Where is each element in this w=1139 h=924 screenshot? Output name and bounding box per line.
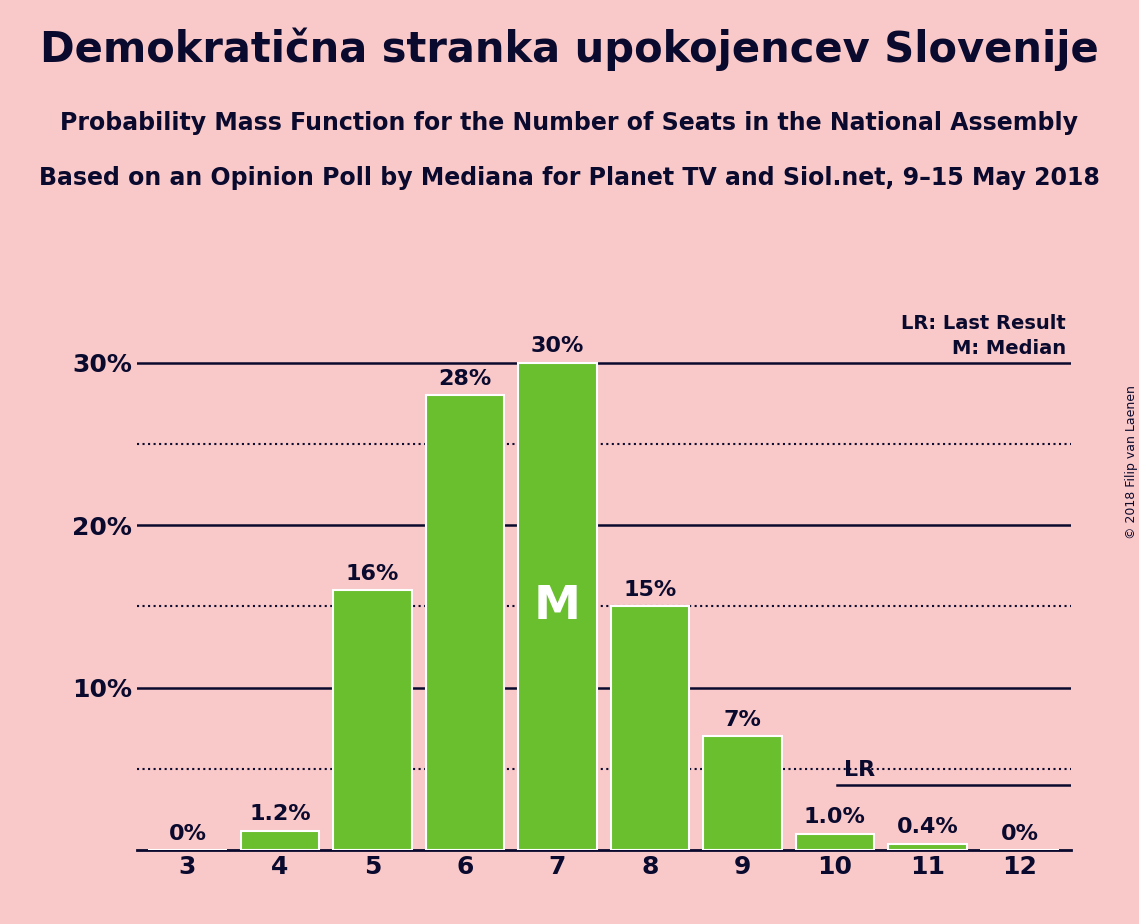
Text: 1.0%: 1.0% [804, 808, 866, 827]
Bar [611, 606, 689, 850]
Text: 0%: 0% [1001, 823, 1039, 844]
Text: 30%: 30% [531, 336, 584, 357]
Text: 16%: 16% [346, 564, 399, 584]
Bar [334, 590, 412, 850]
Text: M: M [534, 584, 581, 629]
Text: Probability Mass Function for the Number of Seats in the National Assembly: Probability Mass Function for the Number… [60, 111, 1079, 135]
Text: 28%: 28% [439, 369, 492, 389]
Text: Based on an Opinion Poll by Mediana for Planet TV and Siol.net, 9–15 May 2018: Based on an Opinion Poll by Mediana for … [39, 166, 1100, 190]
Text: © 2018 Filip van Laenen: © 2018 Filip van Laenen [1124, 385, 1138, 539]
Text: 0.4%: 0.4% [896, 817, 958, 837]
Text: LR: Last Result: LR: Last Result [901, 314, 1066, 334]
Bar [703, 736, 781, 850]
Text: M: Median: M: Median [952, 338, 1066, 358]
Text: 0%: 0% [169, 823, 206, 844]
Bar [518, 363, 597, 850]
Text: 1.2%: 1.2% [249, 804, 311, 824]
Bar [795, 833, 874, 850]
Bar [240, 831, 319, 850]
Bar [888, 844, 967, 850]
Text: 7%: 7% [723, 710, 761, 730]
Text: LR: LR [844, 760, 875, 780]
Bar [426, 395, 505, 850]
Text: 15%: 15% [623, 580, 677, 600]
Text: Demokratična stranka upokojencev Slovenije: Demokratična stranka upokojencev Sloveni… [40, 28, 1099, 71]
